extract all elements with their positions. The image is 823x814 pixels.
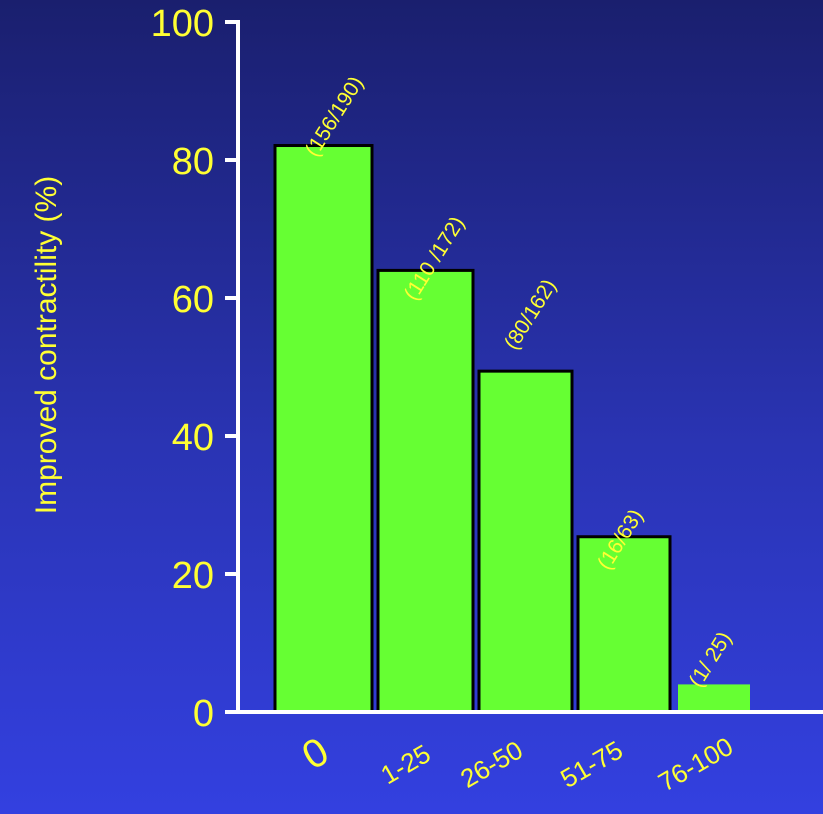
- x-category-label: 76-100: [653, 731, 738, 797]
- x-category-label: 0: [295, 729, 336, 778]
- y-tick-label: 40: [172, 417, 214, 459]
- y-tick-label: 80: [172, 141, 214, 183]
- x-category-label: 51-75: [555, 735, 628, 794]
- x-category-label: 26-50: [455, 735, 528, 794]
- bar-76-100: [678, 684, 750, 712]
- x-category-label: 1-25: [375, 738, 435, 790]
- y-axis-label: Improved contractility (%): [30, 176, 63, 514]
- bar-0: [273, 144, 374, 714]
- bar-1-25: [376, 268, 475, 714]
- y-tick-label: 100: [151, 3, 214, 45]
- bar-51-75: [576, 535, 672, 714]
- y-tick-label: 60: [172, 279, 214, 321]
- y-tick-label: 20: [172, 555, 214, 597]
- data-label: (80/162): [500, 275, 561, 354]
- bar-26-50: [477, 369, 574, 714]
- data-label: (1/ 25): [685, 628, 737, 692]
- y-tick-label: 0: [193, 693, 214, 735]
